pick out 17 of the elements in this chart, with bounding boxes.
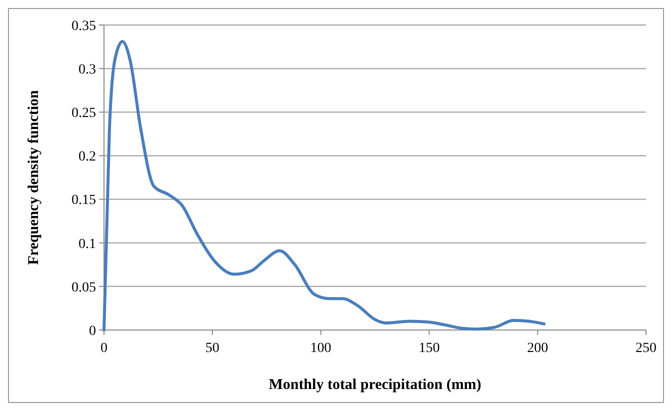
x-tick-label: 0 (100, 341, 108, 356)
y-tick-label: 0.2 (78, 150, 96, 165)
y-tick-label: 0.15 (72, 193, 96, 208)
y-tick-label: 0.35 (72, 18, 96, 34)
x-tick-label: 150 (418, 341, 440, 356)
y-tick-label: 0.05 (72, 280, 96, 296)
y-tick-label: 0.25 (72, 106, 96, 122)
y-tick-label: 0.1 (78, 236, 96, 252)
x-tick-label: 250 (636, 341, 656, 356)
x-tick-label: 50 (205, 341, 220, 356)
x-tick-label: 100 (310, 341, 332, 356)
line-series (102, 40, 546, 332)
y-tick-label: 0.3 (78, 62, 96, 78)
y-tick-label: 0 (89, 324, 96, 339)
y-axis-title: Frequency density function (26, 89, 42, 265)
x-tick-label: 200 (527, 341, 548, 356)
x-axis-title: Monthly total precipitation (mm) (268, 377, 482, 393)
